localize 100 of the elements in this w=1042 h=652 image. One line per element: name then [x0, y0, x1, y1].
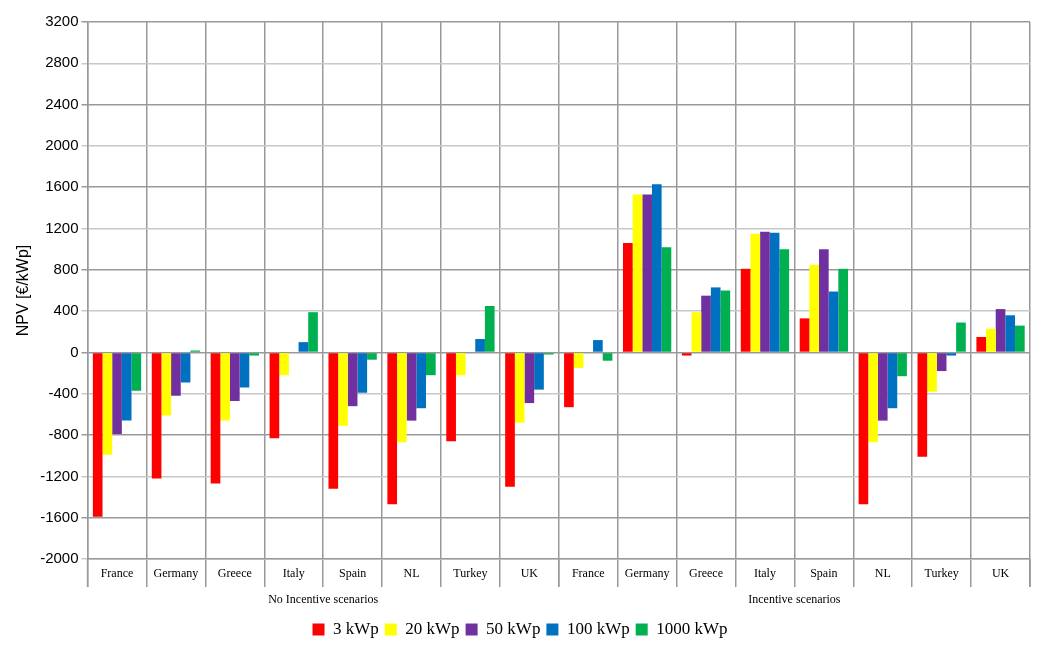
bar: [180, 353, 191, 383]
bar: [995, 309, 1006, 352]
bar: [328, 353, 339, 489]
bar: [161, 353, 172, 416]
bar: [917, 353, 928, 457]
bar: [779, 249, 790, 352]
bar: [220, 353, 230, 421]
y-tick-label: -800: [48, 425, 79, 443]
bar: [92, 353, 103, 517]
y-tick-label: 2000: [45, 136, 79, 154]
bar: [121, 353, 132, 421]
bar: [171, 353, 181, 396]
legend-label: 50 kWp: [486, 618, 541, 638]
bar: [446, 353, 456, 442]
x-tick-label: UK: [520, 566, 539, 581]
bar: [593, 340, 603, 352]
bar: [927, 353, 937, 392]
bar: [750, 233, 761, 352]
x-tick-label: Turkey: [924, 566, 959, 581]
x-tick-label: Germany: [153, 566, 199, 581]
x-tick-label: Germany: [624, 566, 670, 581]
y-tick-label: -1600: [40, 507, 79, 525]
x-tick-label: Greece: [689, 566, 724, 581]
bar: [279, 353, 289, 376]
bar: [976, 336, 987, 352]
x-tick-label: NL: [874, 566, 891, 581]
bar: [514, 353, 525, 423]
bar: [897, 353, 907, 377]
y-tick-label: -400: [48, 383, 79, 401]
bar: [740, 268, 751, 352]
text: No Incentive scenarios: [268, 592, 379, 607]
bar: [112, 353, 122, 435]
bar: [701, 295, 711, 352]
bar: [475, 339, 485, 352]
bar: [799, 318, 810, 352]
bar: [455, 353, 466, 376]
x-tick-label: Greece: [217, 566, 252, 581]
x-tick-label: Turkey: [453, 566, 488, 581]
y-tick-label: 2400: [45, 94, 79, 112]
bar: [691, 312, 702, 352]
bar: [573, 353, 584, 368]
bar: [338, 353, 348, 426]
x-tick-label: France: [100, 566, 134, 581]
bar: [249, 353, 259, 356]
bar: [887, 353, 898, 409]
y-tick-label: 1200: [45, 218, 79, 236]
bar: [347, 353, 358, 407]
bar: [1005, 315, 1016, 352]
legend-label: 1000 kWp: [656, 618, 728, 638]
bar: [642, 194, 652, 352]
bar: [406, 353, 417, 421]
x-tick-label: Italy: [282, 566, 305, 581]
bar: [564, 353, 574, 408]
bar: [524, 353, 535, 404]
y-tick-label: 2800: [45, 53, 79, 71]
bar: [534, 353, 544, 390]
y-tick-label: -2000: [40, 549, 79, 567]
x-tick-label: NL: [403, 566, 420, 581]
bar: [102, 353, 113, 455]
bar: [387, 353, 398, 505]
bar: [239, 353, 250, 388]
bar: [769, 232, 780, 352]
bar: [151, 353, 162, 479]
legend-label: 3 kWp: [333, 618, 379, 638]
y-axis-title: NPV [€/kWp]: [14, 244, 32, 337]
text: Incentive scenarios: [748, 592, 841, 607]
bar: [936, 353, 947, 372]
x-tick-label: Italy: [753, 566, 776, 581]
bar: [710, 287, 721, 352]
bar: [357, 353, 368, 393]
bar: [416, 353, 427, 409]
y-tick-label: 0: [70, 342, 79, 360]
bar: [426, 353, 436, 376]
bar: [1015, 325, 1025, 352]
bar: [986, 328, 996, 352]
x-tick-label: Spain: [338, 566, 367, 581]
bar: [131, 353, 142, 391]
bar: [720, 290, 731, 352]
bar: [661, 247, 672, 352]
y-tick-label: 800: [53, 259, 79, 277]
bar: [828, 291, 839, 352]
bar: [298, 342, 309, 352]
bar: [946, 353, 957, 356]
bar: [877, 353, 888, 421]
bar: [602, 353, 613, 361]
x-tick-label: Spain: [810, 566, 838, 581]
x-tick-label: UK: [991, 566, 1010, 581]
bar: [858, 353, 869, 505]
y-tick-label: -1200: [40, 466, 79, 484]
bar: [819, 249, 829, 352]
bar: [229, 353, 240, 401]
bar: [632, 194, 643, 352]
bar: [505, 353, 515, 487]
bar: [838, 268, 848, 352]
bar: [622, 243, 633, 352]
bar: [651, 184, 662, 352]
x-tick-label: France: [571, 566, 605, 581]
legend-label: 20 kWp: [405, 618, 460, 638]
bar: [210, 353, 221, 484]
bar: [269, 353, 280, 439]
